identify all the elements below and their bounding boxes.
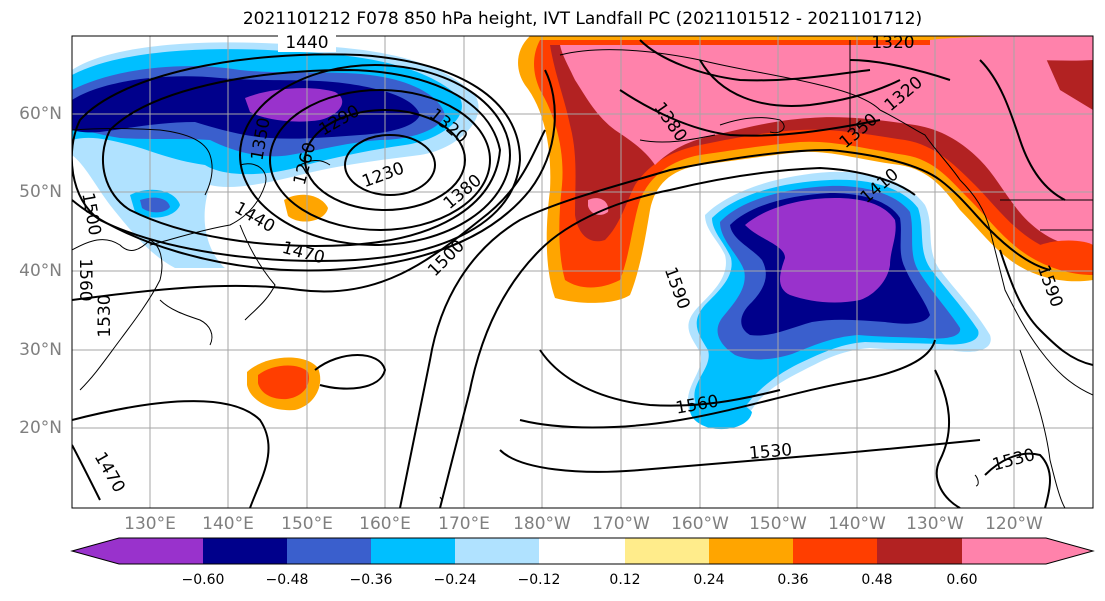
lon-label: 160°W [671, 514, 729, 534]
contour-label: 1530 [95, 294, 115, 337]
lon-label: 180°W [513, 514, 571, 534]
colorbar-segment [625, 538, 709, 564]
colorbar-segment [371, 538, 455, 564]
colorbar-segment [119, 538, 203, 564]
map-frame [71, 35, 1094, 509]
colorbar [70, 537, 1095, 565]
colorbar-extend-high [1046, 538, 1093, 564]
colorbar-segment [877, 538, 962, 564]
lon-label: 170°W [592, 514, 650, 534]
lon-label: 140°E [202, 514, 254, 534]
lon-label: 170°E [438, 514, 490, 534]
colorbar-tick-label: 0.36 [777, 572, 809, 588]
colorbar-tick-label: −0.24 [433, 572, 477, 588]
height-contours [72, 39, 1093, 508]
colorbar-segment [539, 538, 625, 564]
map-gridlines [72, 36, 1093, 508]
colorbar-tick-label: 0.48 [861, 572, 893, 588]
colorbar-tick-label: 0.24 [693, 572, 725, 588]
coastlines [72, 36, 1093, 508]
contour-label: 1440 [285, 33, 328, 53]
colorbar-tick-label: −0.48 [265, 572, 309, 588]
lon-label: 130°E [124, 514, 176, 534]
lon-label: 120°W [985, 514, 1043, 534]
colorbar-extend-low [72, 538, 119, 564]
lat-label: 40°N [19, 261, 62, 281]
map-title: 2021101212 F078 850 hPa height, IVT Land… [242, 9, 923, 29]
ivt-negative-region-west [72, 42, 479, 268]
colorbar-segment [709, 538, 793, 564]
colorbar-tick-label: −0.12 [517, 572, 561, 588]
lon-label: 150°E [281, 514, 333, 534]
colorbar-tick-label: −0.60 [181, 572, 225, 588]
lon-label: 160°E [359, 514, 411, 534]
lon-label: 140°W [828, 514, 886, 534]
lon-label: 130°W [906, 514, 964, 534]
colorbar-segment [962, 538, 1046, 564]
colorbar-segment [203, 538, 287, 564]
lat-label: 50°N [19, 182, 62, 202]
lon-label: 150°W [749, 514, 807, 534]
colorbar-outline [70, 537, 1095, 565]
lat-label: 60°N [19, 104, 62, 124]
contour-label: 1530 [748, 440, 793, 464]
colorbar-segment [287, 538, 371, 564]
colorbar-tick-label: 0.12 [609, 572, 641, 588]
colorbar-tick-label: −0.36 [349, 572, 393, 588]
contour-label: 1320 [871, 33, 914, 53]
colorbar-segment [793, 538, 877, 564]
lat-label: 30°N [19, 340, 62, 360]
ivt-positive-region-alaska [518, 36, 1093, 303]
colorbar-segment [455, 538, 539, 564]
lat-label: 20°N [19, 418, 62, 438]
ivt-positive-small-spots [247, 194, 328, 411]
contour-label: 1560 [75, 258, 95, 301]
colorbar-tick-label: 0.60 [946, 572, 978, 588]
